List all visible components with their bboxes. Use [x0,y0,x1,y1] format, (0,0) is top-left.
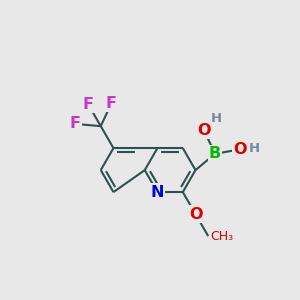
Text: O: O [233,142,247,157]
Text: F: F [82,97,94,112]
Text: B: B [209,146,221,161]
Text: H: H [249,142,260,155]
Text: CH₃: CH₃ [210,230,233,243]
Text: F: F [106,96,117,111]
Text: F: F [70,116,81,131]
Text: N: N [151,184,164,200]
Text: H: H [211,112,222,125]
Text: O: O [197,123,211,138]
Text: O: O [189,207,202,222]
